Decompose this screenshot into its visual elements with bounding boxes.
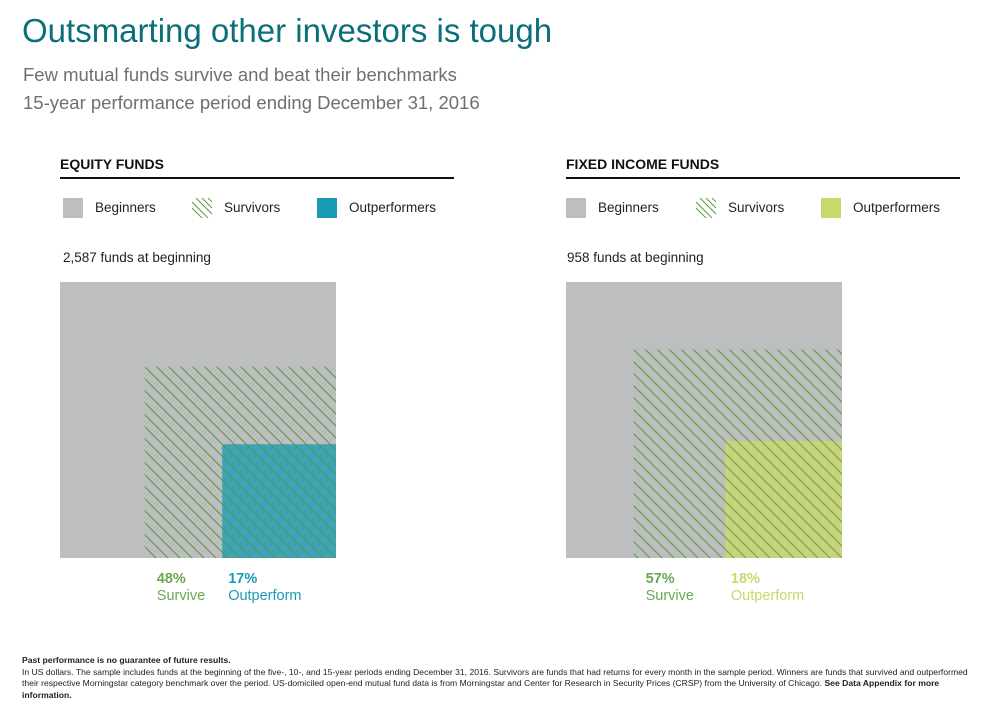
beginners-swatch [63,198,83,218]
footnote-appendix-reference: See Data Appendix for more information. [22,678,940,700]
outperformers-hatch-overlay [724,440,842,558]
equity-funds-panel: EQUITY FUNDS Beginners Survivors Outperf… [60,150,456,620]
equity-panel-title: EQUITY FUNDS [60,156,164,172]
footnote-disclaimer: Past performance is no guarantee of futu… [22,655,231,665]
fixed-income-funds-count: 958 funds at beginning [567,250,704,265]
outperformers-hatch-overlay [222,444,336,558]
fixed-income-outperform-value: 18% [730,571,760,587]
fixed-income-outperform-label: Outperform [730,588,805,604]
equity-nested-square-chart [60,282,336,558]
legend-outperformers-fixed-label: Outperformers [853,200,941,215]
equity-outperform-label: Outperform [228,588,302,604]
performance-period: 15-year performance period ending Decemb… [23,92,480,113]
survivors-swatch-fixed [696,198,716,218]
fixed-income-survive-label: Survive [645,588,694,604]
survivors-swatch [192,198,212,218]
equity-title-rule [60,177,454,179]
fixed-income-funds-panel: FIXED INCOME FUNDS Beginners Survivors O… [566,150,962,620]
legend-survivors-fixed-label: Survivors [728,200,785,215]
fixed-outperformers-swatch [821,198,841,218]
fixed-income-title-rule [566,177,960,179]
equity-survive-value: 48% [156,571,186,587]
footnote-body: In US dollars. The sample includes funds… [22,666,968,689]
page-title: Outsmarting other investors is tough [22,12,553,49]
beginners-swatch-fixed [566,198,586,218]
equity-survive-stat: 48% Survive [157,571,205,604]
equity-funds-count: 2,587 funds at beginning [63,250,211,265]
equity-outperform-value: 17% [228,571,258,587]
equity-survive-label: Survive [156,588,206,604]
legend-beginners-fixed-label: Beginners [598,200,659,215]
legend-survivors-label: Survivors [224,200,281,215]
equity-outperformers-swatch [317,198,337,218]
fixed-income-nested-square-chart [566,282,842,558]
page-subtitle: Few mutual funds survive and beat their … [23,64,457,85]
footnote: Past performance is no guarantee of futu… [22,655,972,701]
legend-beginners-label: Beginners [95,200,156,215]
fixed-income-panel-title: FIXED INCOME FUNDS [566,156,720,172]
fixed-income-survive-stat: 57% Survive [646,571,694,604]
legend-outperformers-label: Outperformers [349,200,437,215]
fixed-income-survive-value: 57% [645,571,675,587]
equity-outperform-stat: 17% Outperform [228,571,301,604]
fixed-income-outperform-stat: 18% Outperform [731,571,804,604]
